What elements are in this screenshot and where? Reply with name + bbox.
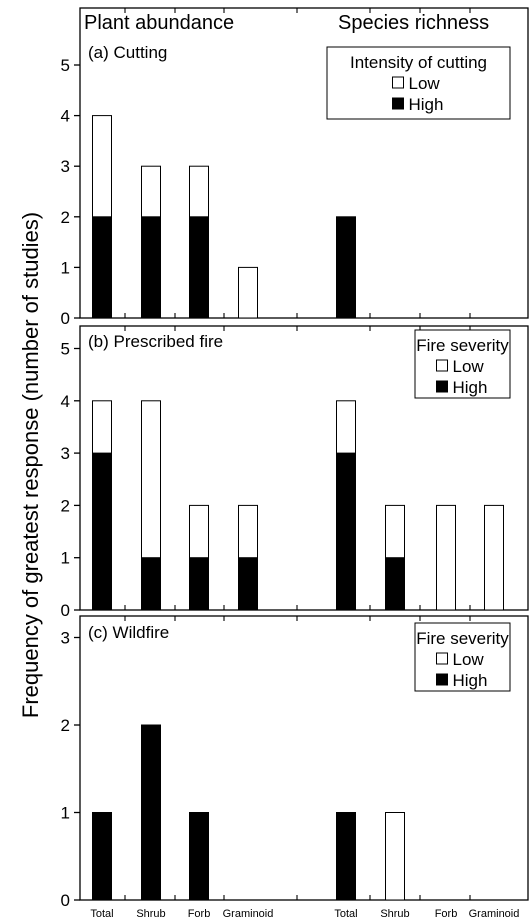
bar-high: [92, 452, 112, 611]
bar-high: [189, 216, 209, 319]
plot-frame: [79, 7, 529, 319]
legend: Intensity of cutting Low High: [326, 46, 511, 120]
legend-title: Fire severity: [416, 629, 509, 648]
bar-low: [238, 266, 258, 319]
bar-high: [238, 557, 258, 611]
panel-0: (a) Cutting 0 1 2 3 4 5 Intensity of cutting Low…: [61, 7, 529, 328]
y-tick-label: 3: [61, 157, 70, 176]
bar-low: [238, 504, 258, 559]
legend: Fire severity Low High: [414, 329, 511, 399]
bar-low: [141, 165, 161, 218]
bar-low: [189, 165, 209, 218]
y-tick-label: 1: [61, 549, 70, 568]
bar-low: [141, 400, 161, 559]
bar-high: [141, 724, 161, 901]
bar-high: [336, 812, 356, 901]
header-plant-abundance: Plant abundance: [84, 12, 234, 34]
panel-title: (b) Prescribed fire: [88, 332, 223, 351]
panel-1: (b) Prescribed fire 0 1 2 3 4 5 Fire severity Lo…: [61, 325, 529, 620]
bar-high: [336, 216, 356, 319]
panel-2: (c) Wildfire 0 1 2 3 Fire severity Low High Tota…: [61, 615, 529, 920]
legend-label-low: Low: [409, 74, 441, 93]
legend-label-high: High: [453, 378, 488, 397]
bar-low: [189, 504, 209, 559]
legend-title: Fire severity: [416, 336, 509, 355]
bar-low: [436, 504, 456, 611]
bar-low: [385, 812, 405, 901]
category-label: Shrub: [136, 908, 165, 920]
plot-frame: [79, 325, 529, 611]
legend-label-high: High: [409, 95, 444, 114]
bar-high: [189, 812, 209, 901]
bar-low: [336, 400, 356, 454]
plot-frame: [79, 615, 529, 901]
legend-swatch-high: [436, 380, 448, 393]
bar-high: [92, 216, 112, 319]
bar-low: [92, 115, 112, 218]
bar-low: [484, 504, 504, 611]
y-tick-label: 4: [61, 392, 70, 411]
panel-title: (a) Cutting: [88, 43, 167, 62]
legend-swatch-high: [392, 97, 404, 110]
legend-swatch-low: [436, 359, 448, 372]
header-species-richness: Species richness: [338, 12, 489, 34]
legend-box: [414, 329, 511, 399]
legend-box: [326, 46, 511, 120]
y-tick-label: 2: [61, 208, 70, 227]
category-label: Forb: [188, 908, 211, 920]
y-tick-label: 0: [61, 309, 70, 328]
legend-box: [414, 622, 511, 692]
legend-swatch-low: [436, 652, 448, 665]
chart-panels: (a) Cutting 0 1 2 3 4 5 Intensity of cutting Low…: [61, 7, 529, 920]
category-label: Total: [334, 908, 357, 920]
y-tick-label: 0: [61, 601, 70, 620]
legend: Fire severity Low High: [414, 622, 511, 692]
legend-label-low: Low: [453, 650, 485, 669]
panel-title: (c) Wildfire: [88, 623, 169, 642]
y-axis-label: Frequency of greatest response (number o…: [18, 212, 43, 718]
bar-high: [141, 557, 161, 611]
bar-high: [92, 812, 112, 901]
y-tick-label: 5: [61, 340, 70, 359]
y-tick-label: 1: [61, 804, 70, 823]
bar-high: [385, 557, 405, 611]
legend-label-high: High: [453, 671, 488, 690]
category-label: Graminoid: [469, 908, 520, 920]
legend-label-low: Low: [453, 357, 485, 376]
legend-swatch-low: [392, 76, 404, 89]
y-tick-label: 1: [61, 258, 70, 277]
bar-low: [385, 504, 405, 559]
y-tick-label: 0: [61, 891, 70, 910]
bar-high: [336, 452, 356, 611]
legend-swatch-high: [436, 673, 448, 686]
bar-low: [92, 400, 112, 454]
y-tick-label: 5: [61, 56, 70, 75]
category-label: Shrub: [380, 908, 409, 920]
bar-high: [141, 216, 161, 319]
category-label: Total: [90, 908, 113, 920]
y-tick-label: 3: [61, 444, 70, 463]
legend-title: Intensity of cutting: [350, 53, 487, 72]
y-tick-label: 2: [61, 496, 70, 515]
y-tick-label: 3: [61, 629, 70, 648]
bar-high: [189, 557, 209, 611]
category-label: Forb: [435, 908, 458, 920]
y-tick-label: 2: [61, 716, 70, 735]
category-label: Graminoid: [223, 908, 274, 920]
y-tick-label: 4: [61, 107, 70, 126]
